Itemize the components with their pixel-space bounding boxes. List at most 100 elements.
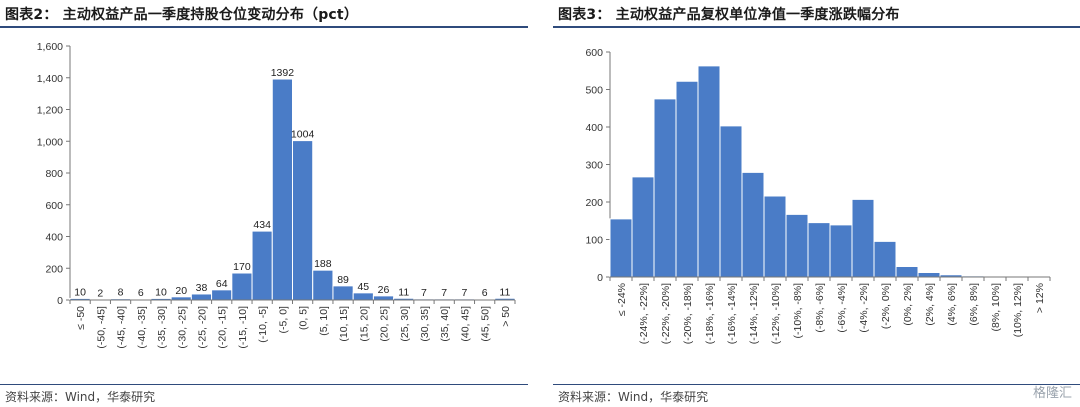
- x-category-label: (-16%, -14%]: [726, 283, 738, 344]
- x-category-label: (-45, -40]: [116, 306, 128, 349]
- x-category-label: (5, 10]: [318, 306, 330, 336]
- y-tick-label: 1,000: [37, 136, 63, 148]
- x-category-label: (-8%, -6%]: [814, 283, 826, 333]
- data-label: 6: [482, 287, 488, 299]
- bar: [653, 98, 677, 278]
- x-category-label: (0%, 2%]: [902, 283, 914, 326]
- x-category-label: (20, 25]: [379, 306, 391, 342]
- data-label: 11: [398, 286, 409, 298]
- bar: [741, 171, 765, 278]
- data-label: 170: [233, 261, 251, 273]
- data-label: 1004: [291, 129, 315, 141]
- data-label: 7: [462, 287, 468, 299]
- x-category-label: (-35, -30]: [156, 306, 168, 349]
- x-category-label: (8%, 10%]: [990, 283, 1002, 332]
- x-category-label: (-2%, 0%]: [880, 283, 892, 329]
- data-label: 45: [357, 281, 369, 293]
- data-label: 2: [97, 288, 103, 300]
- y-tick-label: 0: [57, 295, 63, 307]
- bar: [917, 272, 941, 278]
- bar: [332, 285, 354, 301]
- x-category-label: (-10, -5]: [257, 306, 269, 343]
- x-category-label: ≤ -24%: [616, 283, 628, 316]
- bar: [292, 140, 314, 301]
- bar: [719, 125, 743, 278]
- bar: [352, 292, 374, 301]
- x-category-label: (10, 15]: [338, 306, 350, 342]
- x-category-label: (-18%, -16%]: [704, 283, 716, 344]
- x-category-label: ≤ -50: [75, 306, 87, 330]
- x-category-label: (-24%, -22%]: [638, 283, 650, 344]
- bar: [807, 222, 831, 278]
- bar: [372, 295, 395, 301]
- data-label: 64: [216, 278, 228, 290]
- x-category-label: (40, 45]: [459, 306, 471, 342]
- y-tick-label: 400: [45, 232, 63, 244]
- bar: [763, 195, 787, 278]
- left-source-note: 资料来源：Wind，华泰研究: [5, 390, 156, 404]
- left-footer-rule: [0, 384, 528, 385]
- y-tick-label: 0: [597, 272, 603, 284]
- x-category-label: (-12%, -10%]: [770, 283, 782, 344]
- data-label: 7: [441, 287, 447, 299]
- bar: [697, 65, 721, 278]
- data-label: 26: [378, 284, 390, 296]
- x-category-label: (-20, -15]: [217, 306, 229, 349]
- data-label: 188: [314, 258, 332, 270]
- y-tick-label: 300: [585, 160, 603, 172]
- x-category-label: (-5, 0]: [277, 306, 289, 334]
- right-chart-panel: 图表3： 主动权益产品复权单位净值一季度涨跌幅分布 0 100 200 300 400 5…: [553, 0, 1080, 407]
- x-category-label: (-14%, -12%]: [748, 283, 760, 344]
- x-category-label: (45, 50]: [480, 306, 492, 342]
- x-category-label: (-10%, -8%]: [792, 283, 804, 339]
- x-category-label: (2%, 4%]: [924, 283, 936, 326]
- x-category-label: (-30, -25]: [176, 306, 188, 349]
- data-label: 10: [155, 286, 167, 298]
- y-tick-label: 400: [585, 122, 603, 134]
- right-chart-title: 图表3： 主动权益产品复权单位净值一季度涨跌幅分布: [558, 7, 900, 23]
- x-category-label: (6%, 8%]: [968, 283, 980, 326]
- left-title-rule: [0, 26, 528, 28]
- x-category-label: (-15, -10]: [237, 306, 249, 349]
- data-label: 89: [337, 274, 349, 286]
- data-label: 7: [421, 287, 427, 299]
- bar: [829, 224, 853, 278]
- x-category-label: (30, 35]: [419, 306, 431, 342]
- x-category-label: (-6%, -4%]: [836, 283, 848, 333]
- y-tick-label: 200: [585, 197, 603, 209]
- bar: [271, 78, 294, 301]
- bar: [631, 176, 655, 278]
- left-histogram: 0 200 400 600 800 1,000 1,200 1,400 1,600 10 2 8 6 10…: [37, 41, 516, 349]
- left-chart-title: 图表2： 主动权益产品一季度持股仓位变动分布（pct）: [5, 7, 359, 23]
- right-source-note: 资料来源：Wind，华泰研究: [558, 390, 709, 404]
- bar: [785, 213, 809, 278]
- data-label: 11: [499, 286, 510, 298]
- y-tick-label: 600: [45, 200, 63, 212]
- x-category-label: (15, 20]: [358, 306, 370, 342]
- y-tick-label: 800: [45, 168, 63, 180]
- data-label: 1392: [271, 67, 295, 79]
- y-tick-label: 1,200: [37, 105, 63, 117]
- y-tick-label: 1,400: [37, 73, 63, 85]
- data-label: 10: [74, 286, 86, 298]
- data-label: 8: [118, 287, 124, 299]
- data-label: 38: [196, 282, 208, 294]
- bar: [873, 240, 897, 278]
- y-tick-label: 500: [585, 85, 603, 97]
- x-category-label: > 12%: [1034, 283, 1046, 313]
- x-category-label: (-25, -20]: [196, 306, 208, 349]
- right-histogram: 0 100 200 300 400 500 600 ≤ -24% (-24%, -22%] (-2…: [585, 47, 1051, 344]
- bar: [851, 198, 875, 278]
- data-label: 434: [253, 219, 271, 231]
- bar: [211, 289, 233, 301]
- x-category-label: (25, 30]: [399, 306, 411, 342]
- bar: [231, 272, 253, 301]
- bar: [251, 230, 273, 301]
- data-label: 20: [175, 285, 187, 297]
- x-category-label: (-40, -35]: [136, 306, 148, 349]
- x-category-label: > 50: [500, 306, 512, 327]
- x-category-label: (-4%, -2%]: [858, 283, 870, 333]
- x-category-label: (-50, -45]: [95, 306, 107, 349]
- y-tick-label: 600: [585, 47, 603, 59]
- right-footer-rule: [553, 384, 1080, 385]
